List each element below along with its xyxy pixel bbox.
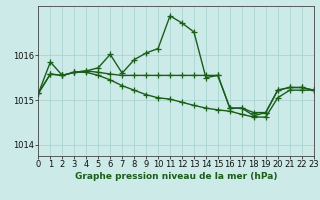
X-axis label: Graphe pression niveau de la mer (hPa): Graphe pression niveau de la mer (hPa) [75,172,277,181]
